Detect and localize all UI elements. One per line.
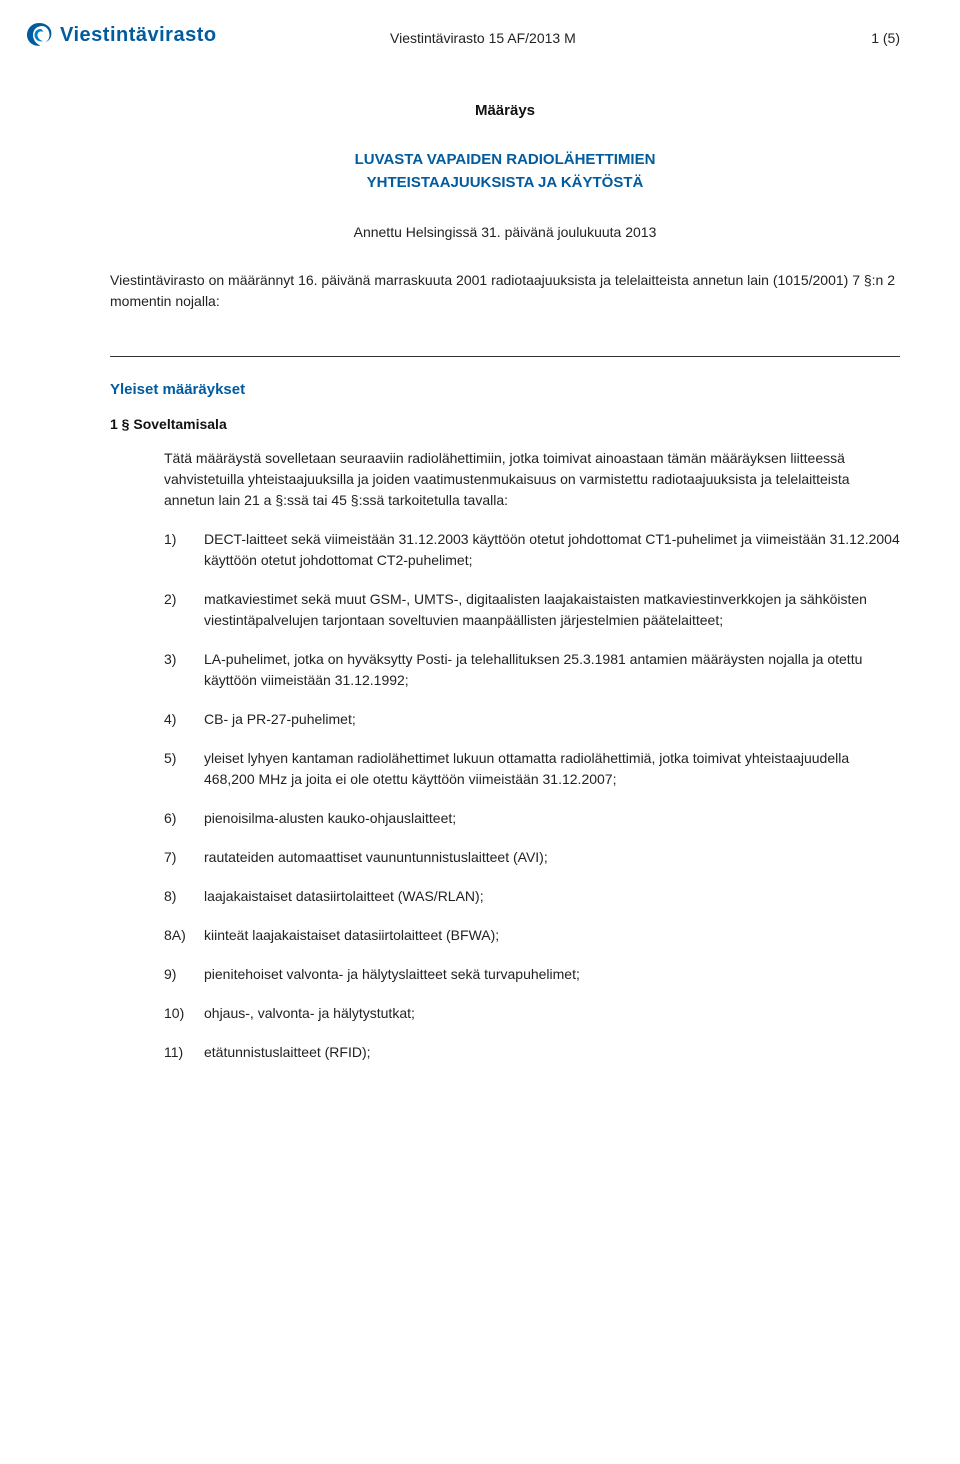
list-item-text: DECT-laitteet sekä viimeistään 31.12.200… <box>204 529 900 571</box>
list-item: 8)laajakaistaiset datasiirtolaitteet (WA… <box>164 886 900 907</box>
list-item-text: yleiset lyhyen kantaman radiolähettimet … <box>204 748 900 790</box>
list-item-number: 8A) <box>164 925 204 946</box>
list-item: 7)rautateiden automaattiset vaununtunnis… <box>164 847 900 868</box>
page-number: 1 (5) <box>871 30 900 46</box>
document-page: Viestintävirasto Viestintävirasto 15 AF/… <box>0 0 960 1121</box>
list-item-number: 2) <box>164 589 204 631</box>
issued-line: Annettu Helsingissä 31. päivänä joulukuu… <box>110 224 900 240</box>
sub-heading: 1 § Soveltamisala <box>110 416 900 432</box>
main-heading-line2: YHTEISTAAJUUKSISTA JA KÄYTÖSTÄ <box>110 172 900 195</box>
list-item: 11)etätunnistuslaitteet (RFID); <box>164 1042 900 1063</box>
list-item: 9)pienitehoiset valvonta- ja hälytyslait… <box>164 964 900 985</box>
list-item-number: 3) <box>164 649 204 691</box>
list-item-text: kiinteät laajakaistaiset datasiirtolaitt… <box>204 925 900 946</box>
document-id: Viestintävirasto 15 AF/2013 M <box>390 30 576 46</box>
list-item: 1)DECT-laitteet sekä viimeistään 31.12.2… <box>164 529 900 571</box>
intro-paragraph: Tätä määräystä sovelletaan seuraaviin ra… <box>164 448 900 511</box>
list-item-text: rautateiden automaattiset vaununtunnistu… <box>204 847 900 868</box>
list-item-number: 5) <box>164 748 204 790</box>
list-item-text: CB- ja PR-27-puhelimet; <box>204 709 900 730</box>
viestintavirasto-swirl-icon <box>24 20 54 50</box>
list-item-text: etätunnistuslaitteet (RFID); <box>204 1042 900 1063</box>
list-item: 5)yleiset lyhyen kantaman radiolähettime… <box>164 748 900 790</box>
list-item: 10)ohjaus-, valvonta- ja hälytystutkat; <box>164 1003 900 1024</box>
list-item-text: pienitehoiset valvonta- ja hälytyslaitte… <box>204 964 900 985</box>
list-item-text: LA-puhelimet, jotka on hyväksytty Posti-… <box>204 649 900 691</box>
logo-block: Viestintävirasto <box>24 20 217 50</box>
list-item-number: 10) <box>164 1003 204 1024</box>
list-item-number: 1) <box>164 529 204 571</box>
list-item-number: 4) <box>164 709 204 730</box>
list-item-text: laajakaistaiset datasiirtolaitteet (WAS/… <box>204 886 900 907</box>
list-item-number: 6) <box>164 808 204 829</box>
list-item-number: 7) <box>164 847 204 868</box>
list-item: 2)matkaviestimet sekä muut GSM-, UMTS-, … <box>164 589 900 631</box>
list-item: 3)LA-puhelimet, jotka on hyväksytty Post… <box>164 649 900 691</box>
logo-text: Viestintävirasto <box>60 24 217 47</box>
header-line: Viestintävirasto 15 AF/2013 M 1 (5) <box>390 30 900 46</box>
list-item: 4)CB- ja PR-27-puhelimet; <box>164 709 900 730</box>
list-item-number: 8) <box>164 886 204 907</box>
list-item-number: 9) <box>164 964 204 985</box>
main-heading-line1: LUVASTA VAPAIDEN RADIOLÄHETTIMIEN <box>110 149 900 172</box>
list-item-text: pienoisilma-alusten kauko-ohjauslaitteet… <box>204 808 900 829</box>
list-item-number: 11) <box>164 1042 204 1063</box>
preamble-paragraph: Viestintävirasto on määrännyt 16. päivän… <box>110 270 900 312</box>
main-heading: LUVASTA VAPAIDEN RADIOLÄHETTIMIEN YHTEIS… <box>110 149 900 194</box>
document-title: Määräys <box>110 102 900 119</box>
list-item: 6)pienoisilma-alusten kauko-ohjauslaitte… <box>164 808 900 829</box>
section-heading: Yleiset määräykset <box>110 381 900 398</box>
list-item-text: ohjaus-, valvonta- ja hälytystutkat; <box>204 1003 900 1024</box>
horizontal-rule <box>110 356 900 357</box>
list-item-text: matkaviestimet sekä muut GSM-, UMTS-, di… <box>204 589 900 631</box>
numbered-list: 1)DECT-laitteet sekä viimeistään 31.12.2… <box>164 529 900 1063</box>
list-item: 8A)kiinteät laajakaistaiset datasiirtola… <box>164 925 900 946</box>
